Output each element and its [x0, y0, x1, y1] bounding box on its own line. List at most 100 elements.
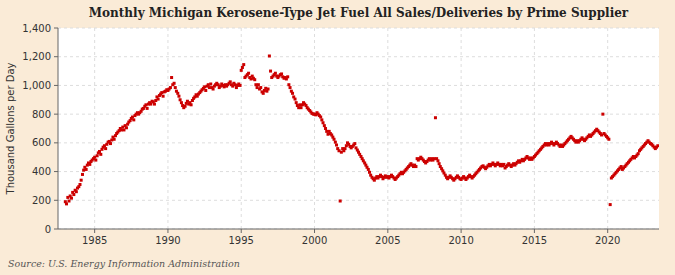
point — [287, 83, 290, 86]
x-tick — [387, 229, 388, 233]
point — [70, 197, 73, 200]
point — [104, 147, 107, 150]
y-tick — [54, 200, 58, 201]
y-tick — [54, 28, 58, 29]
point — [132, 118, 135, 121]
point — [204, 89, 207, 92]
point — [247, 72, 250, 75]
y-tick — [54, 229, 58, 230]
x-grid-line — [387, 28, 388, 229]
y-tick — [54, 114, 58, 115]
y-grid-line — [58, 229, 659, 230]
y-tick-label: 1,200 — [22, 51, 51, 62]
point — [173, 82, 176, 85]
point — [162, 95, 165, 98]
point — [414, 165, 417, 168]
point — [242, 63, 245, 66]
point — [109, 142, 112, 145]
point — [607, 138, 610, 141]
point — [88, 163, 91, 166]
point — [280, 72, 283, 75]
plot-background — [58, 28, 659, 229]
point — [339, 200, 342, 203]
point — [262, 92, 265, 95]
point — [184, 105, 187, 108]
point — [269, 70, 272, 73]
point — [294, 98, 297, 101]
y-grid-line — [58, 200, 659, 201]
point — [94, 159, 97, 162]
y-grid-line — [58, 85, 659, 86]
point — [177, 95, 180, 98]
point — [300, 106, 303, 109]
point — [240, 69, 243, 72]
y-tick — [54, 171, 58, 172]
point — [286, 75, 289, 78]
y-axis-line — [58, 28, 59, 229]
point — [319, 116, 322, 119]
point — [65, 202, 68, 205]
y-tick — [54, 142, 58, 143]
point — [253, 78, 256, 81]
point — [239, 84, 242, 87]
point — [81, 173, 84, 176]
y-tick-label: 200 — [32, 195, 51, 206]
x-tick — [167, 229, 168, 233]
x-grid-line — [461, 28, 462, 229]
point — [291, 92, 294, 95]
point — [212, 88, 215, 91]
point — [99, 153, 102, 156]
x-tick — [94, 229, 95, 233]
x-tick-label: 1985 — [82, 235, 107, 246]
x-tick-label: 1990 — [155, 235, 180, 246]
point — [268, 54, 271, 57]
x-tick-label: 2005 — [375, 235, 400, 246]
point — [257, 83, 260, 86]
x-tick — [241, 229, 242, 233]
point — [78, 183, 81, 186]
point — [436, 159, 439, 162]
point — [295, 101, 298, 104]
y-grid-line — [58, 56, 659, 57]
point — [320, 118, 323, 121]
chart-container: 02004006008001,0001,2001,400198519901995… — [0, 0, 675, 275]
point — [170, 76, 173, 79]
x-tick — [314, 229, 315, 233]
point — [438, 162, 441, 165]
point — [157, 98, 160, 101]
point — [241, 66, 244, 69]
x-grid-line — [607, 28, 608, 229]
point — [80, 179, 83, 182]
point — [324, 127, 327, 130]
x-tick — [607, 229, 608, 233]
x-grid-line — [94, 28, 95, 229]
point — [259, 86, 262, 89]
point — [656, 144, 659, 147]
x-tick — [534, 229, 535, 233]
point — [85, 168, 88, 171]
point — [274, 72, 277, 75]
point — [190, 103, 193, 106]
x-grid-line — [167, 28, 168, 229]
point — [96, 154, 99, 157]
x-grid-line — [241, 28, 242, 229]
y-tick-label: 0 — [45, 224, 51, 235]
point — [601, 113, 604, 116]
point — [344, 147, 347, 150]
y-tick-label: 1,400 — [22, 23, 51, 34]
point — [125, 126, 128, 129]
y-tick-label: 400 — [32, 166, 51, 177]
x-tick-label: 2015 — [522, 235, 547, 246]
y-tick — [54, 85, 58, 86]
point — [368, 171, 371, 174]
x-tick-label: 1995 — [229, 235, 254, 246]
title: Monthly Michigan Kerosene-Type Jet Fuel … — [89, 6, 629, 20]
y-tick-label: 800 — [32, 109, 51, 120]
point — [174, 86, 177, 89]
axes: 02004006008001,0001,2001,400198519901995… — [22, 23, 659, 247]
point — [179, 98, 182, 101]
point — [209, 82, 212, 85]
point — [333, 138, 336, 141]
point — [113, 138, 116, 141]
x-tick — [461, 229, 462, 233]
